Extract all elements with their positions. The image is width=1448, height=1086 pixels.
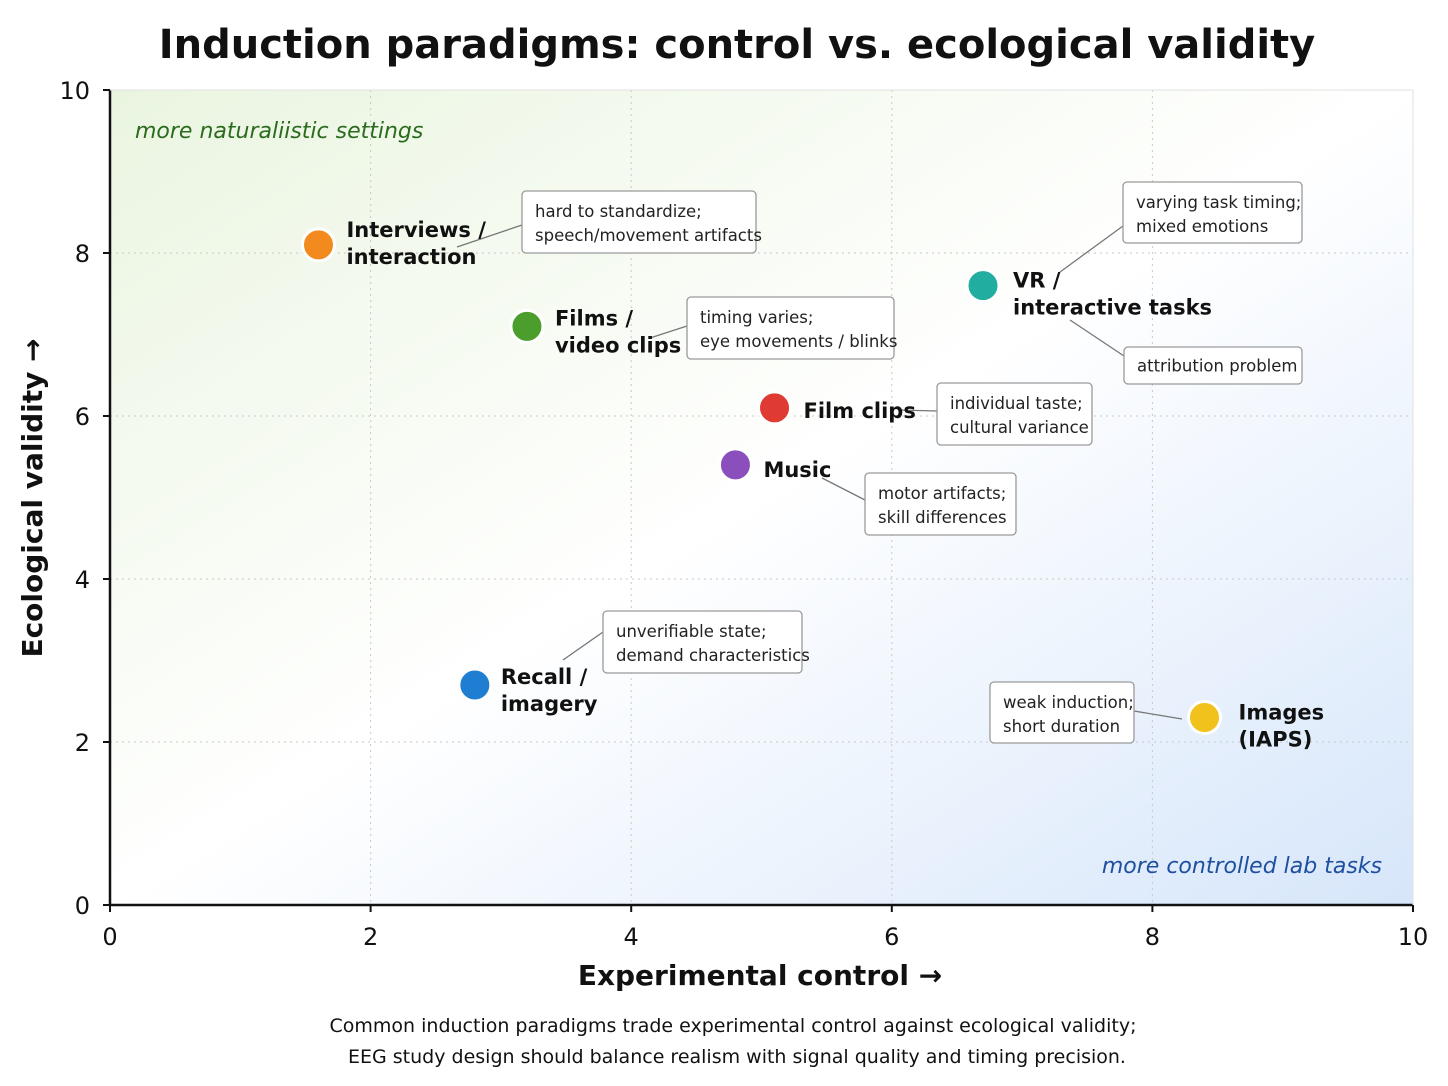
annotation-leader-7 [562, 631, 604, 661]
annotation-7: unverifiable state; demand characteristic… [602, 610, 810, 674]
x-tick-label-0: 0 [102, 923, 117, 951]
point-label-films-video-clips-2: video clips [555, 333, 681, 357]
point-films-video-clips [509, 308, 545, 344]
annotation-text-3-1: varying task timing; [1136, 193, 1301, 212]
point-label-films-video-clips-1: Films / [555, 306, 633, 330]
point-label-recall-imagery-1: Recall / [501, 665, 588, 689]
point-label-interviews-interaction-1: Interviews / [346, 218, 486, 242]
chart-title: Induction paradigms: control vs. ecologi… [159, 22, 1315, 68]
y-tick-label-0: 0 [75, 892, 90, 920]
annotation-leaders [456, 224, 1183, 720]
caption-line-1: Common induction paradigms trade experim… [330, 1015, 1137, 1037]
annotation-box-8 [989, 681, 1135, 744]
annotation-leader-5 [897, 409, 938, 412]
annotation-leader-4 [1069, 319, 1125, 357]
annotation-3: varying task timing; mixed emotions [1122, 181, 1303, 244]
point-vr-interactive-tasks [965, 268, 1001, 304]
annotation-5: individual taste; cultural variance [936, 382, 1093, 446]
annotation-text-6-1: motor artifacts; [878, 484, 1006, 503]
annotation-2: timing varies; eye movements / blinks [686, 296, 897, 360]
annotation-text-5-2: cultural variance [950, 418, 1089, 437]
y-axis-title: Ecological validity → [16, 338, 49, 657]
annotation-text-1-2: speech/movement artifacts [535, 226, 762, 245]
annotation-text-2-1: timing varies; [700, 308, 813, 327]
y-tick-label-4: 4 [75, 566, 90, 594]
annotation-leader-1 [456, 224, 523, 248]
y-tick-label-10: 10 [59, 77, 90, 105]
point-label-images-iaps-2: (IAPS) [1239, 728, 1313, 752]
annotation-box-5 [936, 382, 1093, 446]
annotation-box-3 [1122, 181, 1303, 244]
annotation-box-6 [864, 472, 1017, 536]
annotation-4: attribution problem [1123, 346, 1303, 385]
point-label-images-iaps-1: Images [1239, 701, 1325, 725]
annotation-leader-8 [1133, 710, 1183, 720]
point-music [717, 447, 753, 483]
annotation-text-5-1: individual taste; [950, 394, 1083, 413]
annotations: hard to standardize; speech/movement arti… [521, 181, 1303, 744]
caption-line-2: EEG study design should balance realism … [348, 1046, 1126, 1068]
point-interviews-interaction [300, 227, 336, 263]
annotation-1: hard to standardize; speech/movement arti… [521, 190, 762, 254]
x-tick-label-6: 6 [884, 923, 899, 951]
point-label-interviews-interaction-2: interaction [346, 245, 476, 269]
axes [108, 89, 1414, 907]
point-recall-imagery [457, 667, 493, 703]
annotation-leader-6 [821, 477, 866, 501]
annotation-box-2 [686, 296, 895, 360]
annotation-text-3-2: mixed emotions [1136, 217, 1268, 236]
annotation-text-8-2: short duration [1003, 717, 1120, 736]
data-points: Interviews / interaction Films / video clip… [300, 218, 1325, 752]
x-tick-label-10: 10 [1398, 923, 1429, 951]
point-images-iaps [1187, 700, 1223, 736]
point-label-vr-interactive-tasks-1: VR / [1013, 269, 1061, 293]
y-tick-label-2: 2 [75, 729, 90, 757]
point-label-vr-interactive-tasks-2: interactive tasks [1013, 296, 1212, 320]
region-label-controlled: more controlled lab tasks [1102, 854, 1382, 879]
x-tick-label-8: 8 [1145, 923, 1160, 951]
annotation-box-1 [521, 190, 757, 254]
annotation-box-4 [1123, 346, 1303, 385]
x-axis-title: Experimental control → [578, 959, 942, 992]
region-label-naturalistic: more naturaliistic settings [135, 119, 423, 144]
annotation-leader-2 [649, 325, 688, 339]
point-film-clips [757, 390, 793, 426]
x-tick-label-2: 2 [363, 923, 378, 951]
annotation-text-6-2: skill differences [878, 508, 1007, 527]
annotation-leader-3 [1059, 225, 1124, 273]
annotation-box-7 [602, 610, 803, 674]
annotation-text-7-2: demand characteristics [616, 646, 810, 665]
point-label-recall-imagery-2: imagery [501, 692, 598, 716]
annotation-text-4-1: attribution problem [1137, 357, 1297, 376]
annotation-6: motor artifacts; skill differences [864, 472, 1017, 536]
x-tick-label-4: 4 [624, 923, 639, 951]
y-tick-label-8: 8 [75, 240, 90, 268]
annotation-text-8-1: weak induction; [1003, 693, 1134, 712]
tick-labels: 0 2 4 6 8 10 0 2 4 6 8 10 [59, 77, 1428, 951]
point-label-film-clips-1: Film clips [804, 399, 916, 423]
y-tick-label-6: 6 [75, 403, 90, 431]
annotation-8: weak induction; short duration [989, 681, 1135, 744]
point-label-music-1: Music [763, 458, 831, 482]
annotation-text-2-2: eye movements / blinks [700, 332, 897, 351]
annotation-text-7-1: unverifiable state; [616, 622, 767, 641]
annotation-text-1-1: hard to standardize; [535, 202, 702, 221]
